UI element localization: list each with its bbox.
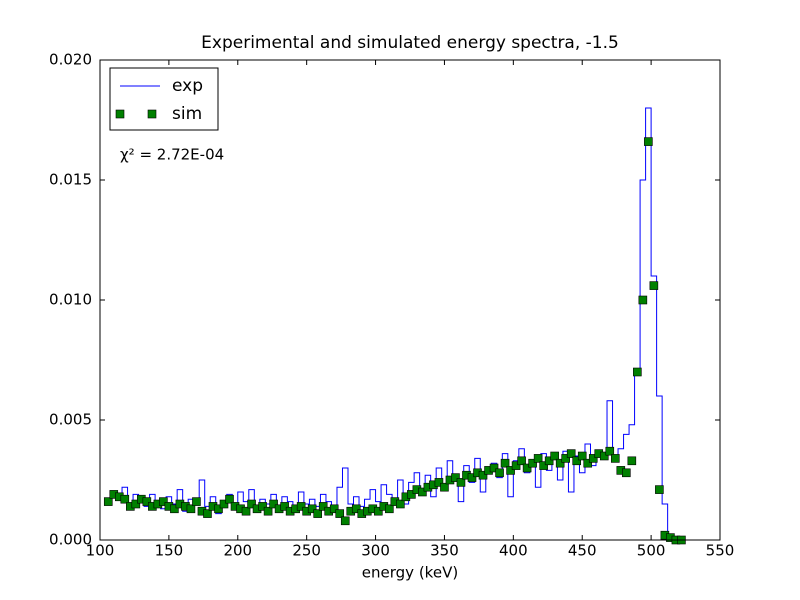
sim-marker <box>396 499 405 509</box>
x-tick-label: 400 <box>499 542 528 560</box>
sim-marker <box>506 466 515 475</box>
sim-marker <box>340 516 350 526</box>
sim-marker <box>313 509 322 518</box>
sim-marker <box>296 502 306 511</box>
sim-marker <box>649 281 659 290</box>
sim-marker <box>241 506 251 516</box>
y-tick-label: 0.005 <box>49 411 92 429</box>
x-tick-label: 300 <box>361 542 390 560</box>
x-axis-label: energy (keV) <box>362 564 458 582</box>
sim-marker <box>318 502 328 511</box>
x-tick-label: 150 <box>155 542 184 560</box>
legend-box <box>109 67 219 131</box>
y-tick-label: 0.020 <box>49 51 92 69</box>
sim-marker <box>219 499 229 509</box>
sim-marker <box>103 497 113 506</box>
y-tick-label: 0.000 <box>49 531 92 549</box>
sim-marker <box>627 456 637 466</box>
sim-marker <box>583 458 593 468</box>
sim-marker <box>203 509 212 518</box>
sim-marker <box>307 504 317 514</box>
sim-marker <box>329 504 339 514</box>
sim-marker <box>258 502 267 511</box>
sim-marker <box>478 470 488 480</box>
sim-marker <box>263 506 273 516</box>
sim-marker <box>225 494 234 504</box>
sim-marker <box>638 295 648 305</box>
annotation: χ² = 2.72E-04 <box>120 146 224 164</box>
x-tick-label: 550 <box>706 542 735 560</box>
sim-marker <box>539 461 548 470</box>
sim-marker <box>170 504 179 514</box>
legend-marker <box>147 109 157 119</box>
sim-marker <box>495 468 504 478</box>
sim-marker <box>335 509 345 518</box>
sim-marker <box>550 451 559 461</box>
sim-marker <box>456 478 466 487</box>
sim-marker <box>533 454 543 463</box>
y-tick-label: 0.010 <box>49 291 92 309</box>
x-tick-label: 350 <box>430 542 459 560</box>
sim-marker <box>500 458 510 468</box>
sim-marker <box>622 468 631 478</box>
x-tick-label: 100 <box>86 542 115 560</box>
sim-marker <box>407 490 416 499</box>
x-tick-label: 250 <box>292 542 321 560</box>
x-tick-label: 200 <box>223 542 252 560</box>
sim-marker <box>131 499 141 509</box>
sim-marker <box>655 485 664 494</box>
sim-marker <box>561 454 570 463</box>
sim-marker <box>555 458 565 468</box>
legend-label: exp <box>172 76 203 96</box>
sim-marker <box>385 504 394 514</box>
sim-marker <box>517 456 526 466</box>
legend-marker <box>115 109 125 119</box>
sim-marker <box>192 497 201 506</box>
sim-marker <box>159 497 168 506</box>
y-tick-label: 0.015 <box>49 171 92 189</box>
sim-marker <box>610 454 620 463</box>
sim-marker <box>247 499 256 509</box>
sim-marker <box>269 499 278 509</box>
sim-marker <box>599 451 609 461</box>
sim-marker <box>605 446 615 456</box>
sim-marker <box>577 451 587 461</box>
sim-marker <box>566 449 576 458</box>
sim-marker <box>451 473 460 482</box>
x-tick-label: 500 <box>637 542 666 560</box>
sim-marker <box>280 502 289 511</box>
sim-marker <box>186 504 196 514</box>
sim-marker <box>434 478 444 487</box>
sim-marker <box>522 463 532 473</box>
sim-marker <box>120 494 130 504</box>
sim-marker <box>528 458 537 468</box>
sim-marker <box>633 367 642 377</box>
sim-marker <box>544 456 554 466</box>
chart-title: Experimental and simulated energy spectr… <box>201 33 619 53</box>
sim-marker <box>351 504 361 514</box>
sim-marker <box>644 137 653 146</box>
sim-marker <box>572 456 582 466</box>
sim-marker <box>374 506 383 516</box>
sim-marker <box>142 497 152 506</box>
sim-marker <box>588 454 598 463</box>
sim-marker <box>511 461 521 470</box>
x-tick-label: 450 <box>568 542 597 560</box>
sim-marker <box>440 482 449 492</box>
sim-marker <box>418 487 427 497</box>
sim-marker <box>214 504 223 514</box>
legend-label: sim <box>172 104 202 124</box>
sim-marker <box>489 463 499 473</box>
sim-marker <box>467 473 477 482</box>
